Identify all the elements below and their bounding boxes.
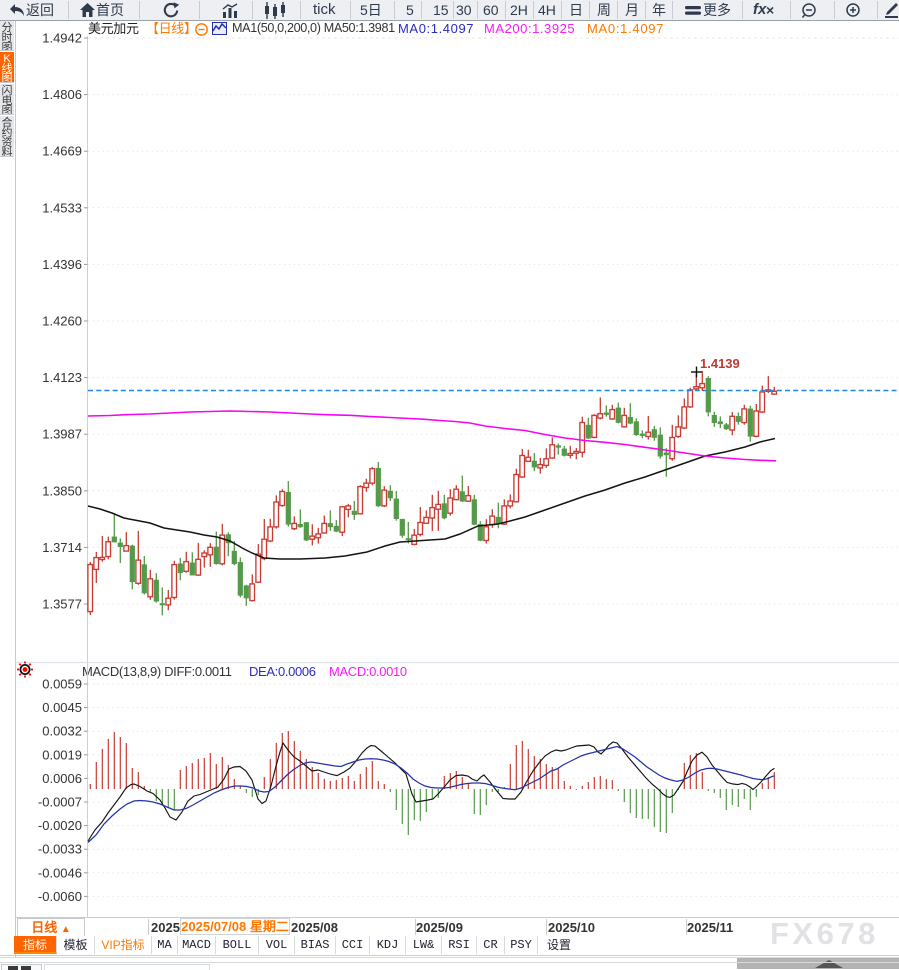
svg-text:1.4806: 1.4806 [42,87,82,102]
svg-text:1.3987: 1.3987 [42,427,82,442]
svg-text:0.0032: 0.0032 [42,724,82,739]
svg-text:1.4139: 1.4139 [700,356,740,371]
svg-text:0.0006: 0.0006 [42,771,82,786]
svg-text:-0.0020: -0.0020 [38,818,82,833]
svg-text:0.0045: 0.0045 [42,700,82,715]
svg-text:1.4123: 1.4123 [42,370,82,385]
svg-text:1.4396: 1.4396 [42,257,82,272]
svg-text:-0.0046: -0.0046 [38,865,82,880]
svg-text:1.3850: 1.3850 [42,483,82,498]
svg-text:1.4669: 1.4669 [42,144,82,159]
svg-text:-0.0033: -0.0033 [38,842,82,857]
svg-text:1.3577: 1.3577 [42,597,82,612]
svg-text:-0.0060: -0.0060 [38,889,82,904]
svg-text:1.4942: 1.4942 [42,31,82,46]
svg-text:0.0019: 0.0019 [42,747,82,762]
svg-text:1.4533: 1.4533 [42,200,82,215]
svg-text:1.3714: 1.3714 [42,540,82,555]
svg-text:1.4260: 1.4260 [42,314,82,329]
svg-text:0.0059: 0.0059 [42,677,82,692]
svg-text:-0.0007: -0.0007 [38,795,82,810]
